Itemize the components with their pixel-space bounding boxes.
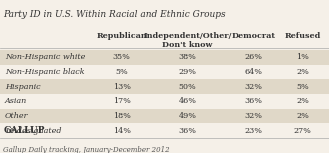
Text: Undesignated: Undesignated [5, 127, 62, 135]
FancyBboxPatch shape [0, 109, 329, 123]
Text: 26%: 26% [244, 53, 262, 61]
FancyBboxPatch shape [0, 79, 329, 94]
FancyBboxPatch shape [0, 65, 329, 79]
Text: 2%: 2% [296, 112, 309, 120]
Text: 64%: 64% [244, 68, 262, 76]
FancyBboxPatch shape [0, 123, 329, 138]
Text: Independent/Other/
Don't know: Independent/Other/ Don't know [143, 32, 232, 49]
Text: 14%: 14% [113, 127, 131, 135]
Text: Non-Hispanic black: Non-Hispanic black [5, 68, 85, 76]
Text: 2%: 2% [296, 97, 309, 105]
Text: 2%: 2% [296, 68, 309, 76]
Text: Other: Other [5, 112, 28, 120]
Text: Hispanic: Hispanic [5, 83, 40, 91]
Text: 50%: 50% [179, 83, 196, 91]
Text: 18%: 18% [113, 112, 131, 120]
Text: Refused: Refused [285, 32, 321, 40]
Text: 46%: 46% [179, 97, 196, 105]
Text: Democrat: Democrat [231, 32, 275, 40]
Text: 32%: 32% [244, 83, 262, 91]
Text: Republican: Republican [96, 32, 147, 40]
Text: 1%: 1% [296, 53, 309, 61]
Text: 36%: 36% [244, 97, 262, 105]
Text: 17%: 17% [113, 97, 131, 105]
Text: Asian: Asian [5, 97, 27, 105]
Text: 5%: 5% [296, 83, 309, 91]
Text: Non-Hispanic white: Non-Hispanic white [5, 53, 85, 61]
Text: Gallup Daily tracking, January-December 2012: Gallup Daily tracking, January-December … [3, 146, 170, 153]
Text: 36%: 36% [179, 127, 196, 135]
Text: 27%: 27% [294, 127, 312, 135]
Text: GALLUP: GALLUP [3, 126, 45, 135]
Text: 5%: 5% [115, 68, 128, 76]
Text: 49%: 49% [179, 112, 196, 120]
Text: 32%: 32% [244, 112, 262, 120]
Text: 29%: 29% [179, 68, 196, 76]
Text: 35%: 35% [113, 53, 131, 61]
Text: 38%: 38% [179, 53, 196, 61]
FancyBboxPatch shape [0, 94, 329, 109]
Text: 13%: 13% [113, 83, 131, 91]
Text: Party ID in U.S. Within Racial and Ethnic Groups: Party ID in U.S. Within Racial and Ethni… [3, 10, 226, 19]
Text: 23%: 23% [244, 127, 262, 135]
FancyBboxPatch shape [0, 50, 329, 65]
